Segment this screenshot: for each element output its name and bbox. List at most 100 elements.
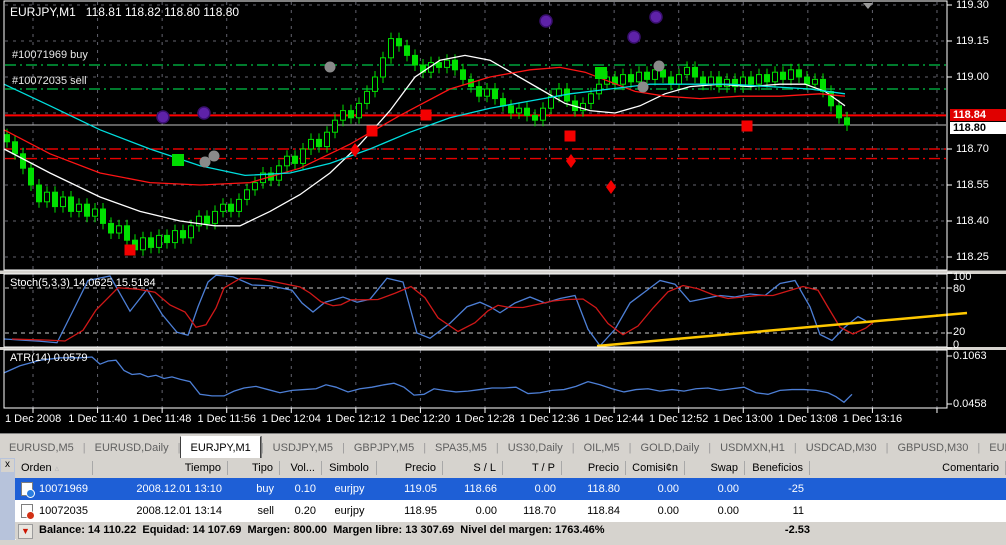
cell-orden: 10072035 [15, 500, 93, 522]
stochastic-indicator-label: Stoch(5,3,3) 14.0625 15.5184 [10, 277, 156, 289]
chart-tab-usdcad-m30[interactable]: USDCAD,M30 [797, 439, 886, 458]
stoch-axis-label: 80 [953, 284, 965, 295]
chart-tab-gbpjpy-m5[interactable]: GBPJPY,M5 [345, 439, 423, 458]
ask-price-badge: 118.84 [950, 109, 1006, 121]
column-header-tiempo[interactable]: Tiempo [93, 461, 228, 475]
close-terminal-button[interactable]: x [1, 459, 14, 472]
chart-tab-eurusd-m5[interactable]: EURUSD,M5 [0, 439, 83, 458]
cell-precio2: 118.84 [562, 500, 626, 522]
buy-order-line-label: #10071969 buy [12, 49, 88, 61]
sort-ascending-icon: ▵ [55, 463, 60, 473]
chart-tab-bar: EURUSD,M5|EURUSD,Daily|EURJPY,M1|USDJPY,… [0, 433, 1006, 458]
cell-tp: 118.70 [503, 500, 562, 522]
account-status-bar: ▼ Balance: 14 110.22 Equidad: 14 107.69 … [15, 522, 1006, 539]
account-status-text: Balance: 14 110.22 Equidad: 14 107.69 Ma… [39, 522, 605, 539]
cell-comentario [810, 478, 1006, 500]
chart-title: EURJPY,M1 118.81 118.82 118.80 118.80 [10, 6, 239, 18]
cell-swap: 0.00 [685, 478, 745, 500]
column-header-comentario[interactable]: Comentario [810, 461, 1006, 475]
column-header-beneficios[interactable]: Beneficios [745, 461, 810, 475]
price-axis-label: 119.00 [956, 72, 989, 83]
time-axis-label: 1 Dec 2008 [5, 414, 61, 425]
price-axis-label: 118.25 [956, 252, 989, 263]
sell-order-line-label: #10072035 sell [12, 75, 87, 87]
time-axis-label: 1 Dec 12:28 [455, 414, 514, 425]
chart-tab-oil-m5[interactable]: OIL,M5 [575, 439, 629, 458]
chart-tab-gbpusd-m30[interactable]: GBPUSD,M30 [888, 439, 977, 458]
cell-beneficios: 11 [745, 500, 810, 522]
cell-tipo: sell [228, 500, 280, 522]
cell-vol: 0.10 [280, 478, 322, 500]
time-axis-label: 1 Dec 12:44 [584, 414, 643, 425]
column-header-orden[interactable]: Orden ▵ [15, 461, 93, 475]
column-header-comision[interactable]: Comisi¢n [626, 461, 685, 475]
column-header-swap[interactable]: Swap [685, 461, 745, 475]
order-row-10072035[interactable]: 100720352008.12.01 13:14sell0.20eurjpy11… [15, 500, 1006, 522]
column-header-vol[interactable]: Vol... [280, 461, 322, 475]
time-axis-label: 1 Dec 13:16 [843, 414, 902, 425]
cell-precio: 119.05 [377, 478, 443, 500]
column-header-tp[interactable]: T / P [503, 461, 562, 475]
time-axis-label: 1 Dec 11:48 [133, 414, 192, 425]
chart-tab-usdmxn-h1[interactable]: USDMXN,H1 [711, 439, 794, 458]
time-axis-label: 1 Dec 12:20 [391, 414, 450, 425]
atr-indicator-label: ATR(14) 0.0579 [10, 352, 87, 364]
time-axis-label: 1 Dec 12:36 [520, 414, 579, 425]
stoch-axis-label: 100 [953, 272, 971, 283]
time-axis-label: 1 Dec 11:40 [68, 414, 127, 425]
price-axis-label: 118.40 [956, 216, 989, 227]
cell-orden: 10071969 [15, 478, 93, 500]
cell-sl: 118.66 [443, 478, 503, 500]
cell-sl: 0.00 [443, 500, 503, 522]
cell-simbolo: eurjpy [322, 478, 377, 500]
cell-tp: 0.00 [503, 478, 562, 500]
column-header-sl[interactable]: S / L [443, 461, 503, 475]
time-axis-label: 1 Dec 13:08 [778, 414, 837, 425]
cell-precio2: 118.80 [562, 478, 626, 500]
cell-comision: 0.00 [626, 500, 685, 522]
time-axis-label: 1 Dec 12:04 [262, 414, 321, 425]
cell-tiempo: 2008.12.01 13:10 [93, 478, 228, 500]
chart-tab-spa35-m5[interactable]: SPA35,M5 [426, 439, 496, 458]
chart-tab-eurjpy-m1[interactable]: EURJPY,M1 [180, 436, 260, 458]
price-axis-label: 118.70 [956, 144, 989, 155]
time-axis-label: 1 Dec 12:12 [326, 414, 385, 425]
orders-table-header: Orden ▵TiempoTipoVol...SimboloPrecioS / … [15, 458, 1006, 479]
price-axis-label: 119.15 [956, 36, 989, 47]
cell-vol: 0.20 [280, 500, 322, 522]
atr-axis-label: 0.1063 [953, 351, 987, 362]
cell-comision: 0.00 [626, 478, 685, 500]
chart-canvas[interactable] [0, 0, 1006, 433]
order-icon-sell [21, 504, 33, 518]
cell-comentario [810, 500, 1006, 522]
chart-tab-usdjpy-m5[interactable]: USDJPY,M5 [264, 439, 342, 458]
column-header-simbolo[interactable]: Simbolo [322, 461, 377, 475]
terminal-panel: x Orden ▵TiempoTipoVol...SimboloPrecioS … [0, 458, 1006, 545]
chart-tab-eurusd-daily[interactable]: EURUSD,Daily [86, 439, 178, 458]
column-header-tipo[interactable]: Tipo [228, 461, 280, 475]
cell-simbolo: eurjpy [322, 500, 377, 522]
order-row-10071969[interactable]: 100719692008.12.01 13:10buy0.10eurjpy119… [15, 478, 1006, 500]
mt4-window: EURJPY,M1 118.81 118.82 118.80 118.80 #1… [0, 0, 1006, 545]
chart-tab-gold-daily[interactable]: GOLD,Daily [632, 439, 709, 458]
time-axis-label: 1 Dec 12:52 [649, 414, 708, 425]
chart-tab-us30-daily[interactable]: US30,Daily [499, 439, 572, 458]
bid-price-badge: 118.80 [950, 122, 1006, 134]
order-icon-buy [21, 482, 33, 496]
cell-precio: 118.95 [377, 500, 443, 522]
time-axis-label: 1 Dec 13:00 [714, 414, 773, 425]
price-axis-label: 119.30 [956, 0, 989, 11]
atr-axis-label: 0.0458 [953, 399, 987, 410]
column-header-precio[interactable]: Precio [377, 461, 443, 475]
stoch-axis-label: 20 [953, 327, 965, 338]
column-header-precio2[interactable]: Precio [562, 461, 626, 475]
cell-swap: 0.00 [685, 500, 745, 522]
cell-tipo: buy [228, 478, 280, 500]
cell-beneficios: -25 [745, 478, 810, 500]
total-profit-value: -2.53 [715, 522, 810, 539]
chart-area[interactable]: EURJPY,M1 118.81 118.82 118.80 118.80 #1… [0, 0, 1006, 433]
time-axis-label: 1 Dec 11:56 [197, 414, 256, 425]
chart-tab-eurge[interactable]: EURGE [980, 439, 1006, 458]
price-axis-label: 118.55 [956, 180, 989, 191]
balance-arrow-icon[interactable]: ▼ [18, 524, 33, 539]
